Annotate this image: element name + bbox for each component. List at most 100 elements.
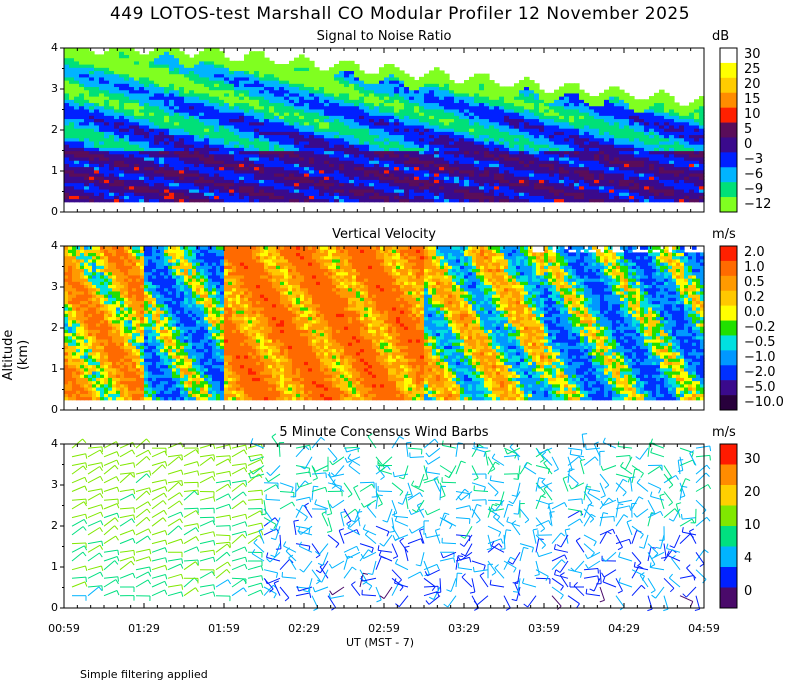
snr-cell [434, 156, 440, 161]
snr-cell [194, 89, 200, 94]
snr-cell [579, 169, 585, 174]
snr-cell [314, 172, 320, 177]
snr-cell [454, 128, 460, 132]
snr-cell [589, 134, 595, 139]
snr-cell [224, 195, 230, 200]
snr-cell [474, 112, 480, 116]
snr-cell [289, 60, 295, 65]
snr-cell [519, 115, 525, 120]
snr-cell [464, 102, 470, 107]
snr-cell [564, 166, 570, 171]
snr-cell [264, 118, 270, 123]
snr-cell [89, 67, 95, 72]
snr-cell [424, 153, 430, 158]
snr-cell [134, 137, 140, 142]
snr-cell [404, 160, 410, 164]
snr-cell [354, 131, 360, 136]
snr-cell [489, 195, 495, 200]
snr-cell [524, 105, 530, 110]
snr-cell [284, 128, 290, 132]
snr-cell [134, 185, 140, 190]
snr-cell [149, 112, 155, 116]
snr-cell [104, 67, 110, 72]
snr-cell [229, 108, 235, 113]
snr-cell [209, 137, 215, 142]
snr-cell [399, 188, 405, 193]
snr-cell [589, 198, 595, 203]
snr-cell [299, 108, 305, 113]
snr-cell [79, 118, 85, 123]
snr-cell [124, 96, 130, 100]
snr-cell [304, 124, 310, 129]
snr-cell [334, 108, 340, 113]
snr-cell [139, 108, 145, 113]
snr-cell [504, 166, 510, 171]
snr-cell [74, 128, 80, 132]
snr-cell [419, 182, 425, 187]
snr-cell [389, 188, 395, 193]
snr-cell [244, 144, 250, 148]
snr-cell [224, 166, 230, 171]
snr-cell [239, 89, 245, 94]
snr-cell [114, 89, 120, 94]
snr-cell [224, 121, 230, 126]
snr-cell [169, 150, 175, 155]
snr-cell [134, 172, 140, 177]
snr-cell [259, 192, 265, 196]
snr-cell [444, 192, 450, 196]
snr-cell [254, 172, 260, 177]
snr-cell [224, 105, 230, 110]
snr-cell [299, 176, 305, 180]
snr-cell [94, 96, 100, 100]
snr-cell [279, 150, 285, 155]
snr-cell [364, 179, 370, 184]
snr-cell [389, 179, 395, 184]
snr-cell [254, 76, 260, 81]
snr-cell [69, 89, 75, 94]
snr-cell [249, 198, 255, 203]
snr-cell [209, 188, 215, 193]
snr-cell [149, 96, 155, 100]
snr-cell [424, 99, 430, 104]
snr-cell [509, 105, 515, 110]
snr-cell [554, 147, 560, 152]
snr-cell [319, 105, 325, 110]
snr-cell [184, 169, 190, 174]
snr-cell [94, 105, 100, 110]
snr-cell [579, 176, 585, 180]
snr-cell [159, 147, 165, 152]
snr-cell [559, 182, 565, 187]
snr-cell [339, 70, 345, 75]
snr-cell [394, 128, 400, 132]
snr-cell [174, 179, 180, 184]
snr-cell [139, 185, 145, 190]
snr-cell [224, 156, 230, 161]
snr-cell [479, 118, 485, 123]
snr-cell [229, 96, 235, 100]
snr-cell [209, 124, 215, 129]
snr-cell [229, 150, 235, 155]
snr-cell [384, 73, 390, 78]
snr-cell [379, 115, 385, 120]
snr-cell [219, 92, 225, 97]
snr-cell [594, 108, 600, 113]
snr-cell [169, 160, 175, 164]
snr-cell [579, 108, 585, 113]
snr-cell [379, 67, 385, 72]
snr-cell [254, 70, 260, 75]
snr-cell [109, 105, 115, 110]
snr-cell [354, 195, 360, 200]
snr-cell [199, 134, 205, 139]
snr-cell [599, 128, 605, 132]
snr-cell [389, 99, 395, 104]
snr-cell [299, 115, 305, 120]
snr-cell [84, 147, 90, 152]
snr-cell [394, 163, 400, 168]
snr-cell [379, 188, 385, 193]
snr-cell [539, 131, 545, 136]
snr-cell [184, 144, 190, 148]
snr-cell [149, 160, 155, 164]
snr-cell [124, 198, 130, 203]
snr-cell [174, 144, 180, 148]
snr-cell [474, 192, 480, 196]
